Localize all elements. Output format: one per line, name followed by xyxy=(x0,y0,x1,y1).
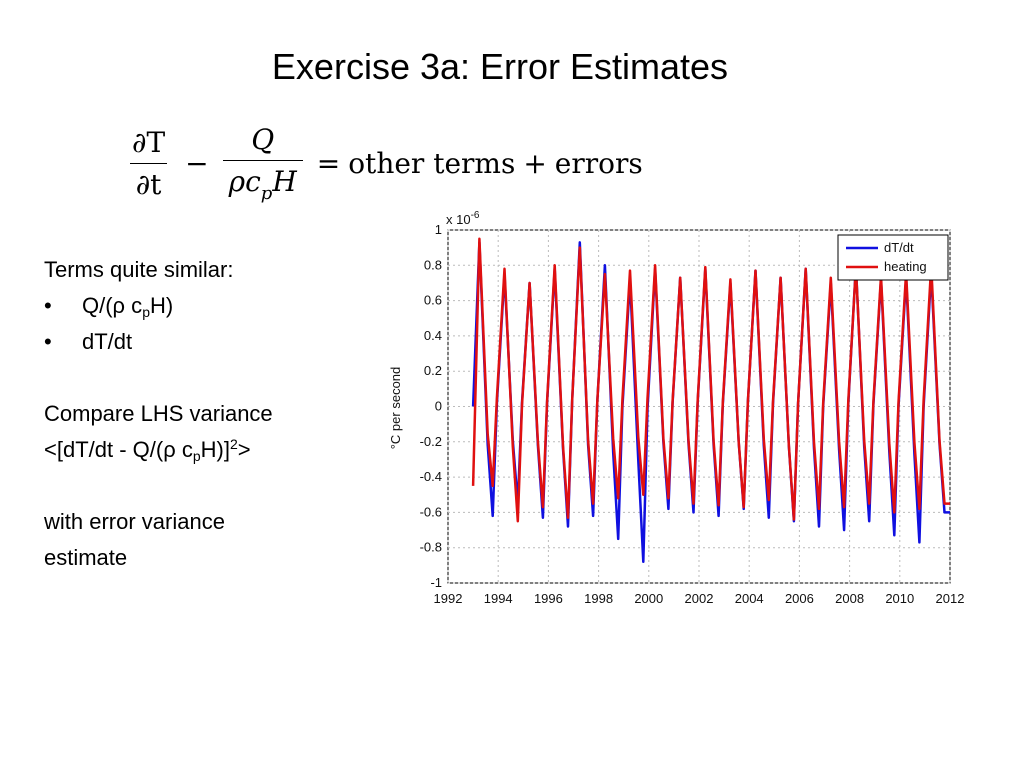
bullet1-post: H) xyxy=(149,293,174,318)
y-tick-label: 0.8 xyxy=(424,257,442,272)
chart-legend: dT/dt heating xyxy=(837,234,949,281)
legend-label-dtdt: dT/dt xyxy=(884,240,914,255)
y-tick-label: 0 xyxy=(435,399,442,414)
x-tick-label: 2004 xyxy=(735,591,764,606)
y-tick-label: 1 xyxy=(435,222,442,237)
x-tick-label: 1992 xyxy=(434,591,463,606)
expr-post: > xyxy=(237,437,251,462)
terms-similar-line: Terms quite similar: xyxy=(44,257,234,282)
y-multiplier-label: x 10-6 xyxy=(446,210,480,227)
x-tick-label: 2000 xyxy=(634,591,663,606)
estimate-line: estimate xyxy=(44,545,128,570)
bullet-dtdt-term: • dT/dt xyxy=(44,324,364,360)
fraction-dt: ∂T ∂t xyxy=(126,126,171,201)
y-tick-label: 0.2 xyxy=(424,363,442,378)
denominator-sub-p: p xyxy=(260,182,273,204)
series-lines xyxy=(471,237,950,564)
body-text: Terms quite similar: • Q/(ρ cpH) • dT/dt C… xyxy=(44,252,364,576)
rhs-errors: errors xyxy=(554,146,643,180)
bullet1-sub: p xyxy=(142,304,150,320)
x-tick-label: 2010 xyxy=(885,591,914,606)
fraction-heating: Q ρcpH xyxy=(222,122,303,204)
bullet-heating-term: • Q/(ρ cpH) xyxy=(44,288,364,324)
chart-svg: 1992 1994 1996 1998 2000 2002 2004 2006 2008 2010… xyxy=(388,210,965,606)
y-tick-label: -0.8 xyxy=(420,540,442,555)
bullet-dot-icon: • xyxy=(44,329,52,354)
y-tick-label: 0.4 xyxy=(424,328,442,343)
x-tick-label: 1994 xyxy=(484,591,513,606)
series-line-heating xyxy=(471,237,950,523)
denominator-h: H xyxy=(272,164,297,198)
bullet-dot-icon: • xyxy=(44,293,52,318)
fraction-heating-numerator: Q xyxy=(251,122,275,156)
error-variance-line: with error variance xyxy=(44,509,225,534)
compare-line: Compare LHS variance xyxy=(44,401,273,426)
legend-label-heating: heating xyxy=(884,259,927,274)
x-tick-label: 2006 xyxy=(785,591,814,606)
minus-sign: − xyxy=(185,146,209,180)
x-tick-label: 2002 xyxy=(685,591,714,606)
y-tick-labels: 1 0.8 0.6 0.4 0.2 0 -0.2 -0.4 -0.6 -0.8 -1 xyxy=(420,222,442,590)
x-tick-label: 2008 xyxy=(835,591,864,606)
denominator-rho-c: ρc xyxy=(228,164,261,198)
y-tick-label: -0.4 xyxy=(420,469,442,484)
fraction-heating-denominator: ρcpH xyxy=(222,159,303,204)
y-tick-label: -1 xyxy=(430,575,442,590)
expr-mid: H)] xyxy=(200,437,230,462)
variance-expression: <[dT/dt - Q/(ρ cpH)]2> xyxy=(44,432,364,468)
expr-pre: <[dT/dt - Q/(ρ c xyxy=(44,437,193,462)
y-tick-label: 0.6 xyxy=(424,293,442,308)
rhs-other-terms: other terms xyxy=(348,146,516,180)
equation: ∂T ∂t − Q ρcpH = other terms + errors xyxy=(120,118,643,208)
expr-sub: p xyxy=(192,448,201,464)
bullet1-pre: Q/(ρ c xyxy=(82,293,143,318)
grid-lines xyxy=(447,229,951,584)
x-tick-labels: 1992 1994 1996 1998 2000 2002 2004 2006 2008 2010… xyxy=(434,591,965,606)
x-tick-label: 1998 xyxy=(584,591,613,606)
equals-sign: = xyxy=(316,146,341,180)
expr-sup: 2 xyxy=(229,436,238,452)
y-tick-label: -0.6 xyxy=(420,504,442,519)
plus-sign: + xyxy=(523,146,547,180)
x-tick-label: 2012 xyxy=(936,591,965,606)
fraction-dt-numerator: ∂T xyxy=(132,125,166,159)
bullet2-text: dT/dt xyxy=(82,329,133,354)
y-tick-label: -0.2 xyxy=(420,434,442,449)
y-axis-label: °C per second xyxy=(388,367,403,450)
fraction-dt-denominator: ∂t xyxy=(129,162,168,201)
slide-title: Exercise 3a: Error Estimates xyxy=(271,46,729,87)
timeseries-chart: 1992 1994 1996 1998 2000 2002 2004 2006 2008 2010… xyxy=(370,200,990,620)
x-tick-label: 1996 xyxy=(534,591,563,606)
legend-box xyxy=(837,234,949,281)
